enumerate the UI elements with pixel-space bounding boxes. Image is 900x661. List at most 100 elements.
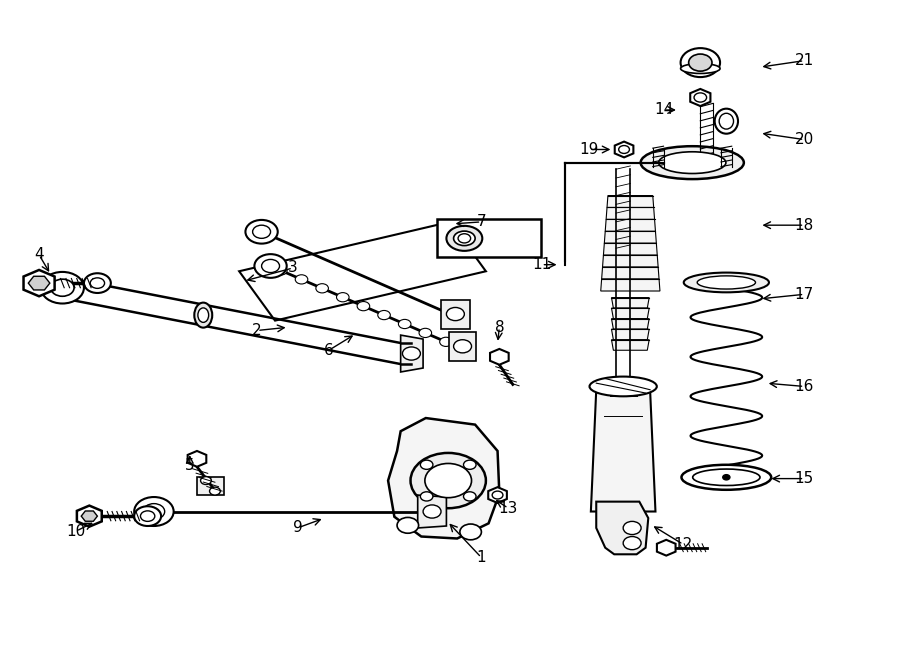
Text: 4: 4 — [34, 247, 44, 262]
Polygon shape — [23, 270, 55, 296]
Ellipse shape — [698, 276, 755, 289]
Text: 14: 14 — [654, 102, 673, 118]
Text: 17: 17 — [795, 287, 814, 302]
Circle shape — [723, 475, 730, 480]
Ellipse shape — [590, 377, 657, 397]
Circle shape — [50, 279, 74, 296]
Text: 12: 12 — [674, 537, 693, 552]
Circle shape — [623, 537, 641, 550]
Circle shape — [399, 319, 411, 329]
Circle shape — [274, 266, 287, 275]
Circle shape — [492, 491, 503, 499]
Circle shape — [143, 504, 165, 520]
Circle shape — [410, 453, 486, 508]
Circle shape — [90, 278, 104, 288]
Ellipse shape — [715, 108, 738, 134]
Circle shape — [460, 524, 482, 540]
Circle shape — [316, 284, 328, 293]
Polygon shape — [611, 297, 649, 308]
Polygon shape — [602, 255, 658, 267]
Circle shape — [464, 492, 476, 501]
Polygon shape — [596, 502, 648, 555]
Polygon shape — [604, 231, 656, 243]
Polygon shape — [690, 89, 710, 106]
Ellipse shape — [454, 231, 475, 246]
Text: 5: 5 — [185, 458, 194, 473]
Polygon shape — [657, 540, 676, 556]
Circle shape — [454, 340, 472, 353]
Circle shape — [40, 272, 84, 303]
Polygon shape — [441, 299, 470, 329]
Polygon shape — [611, 340, 649, 350]
Circle shape — [246, 220, 278, 244]
Ellipse shape — [641, 146, 743, 179]
Polygon shape — [606, 208, 654, 219]
Circle shape — [446, 307, 464, 321]
Circle shape — [397, 518, 418, 533]
Circle shape — [262, 259, 280, 272]
Text: 8: 8 — [494, 320, 504, 334]
Ellipse shape — [681, 465, 771, 490]
Circle shape — [420, 492, 433, 501]
Polygon shape — [188, 451, 206, 467]
Circle shape — [337, 293, 349, 302]
Circle shape — [134, 506, 161, 526]
Circle shape — [419, 329, 432, 338]
Circle shape — [378, 311, 391, 320]
Polygon shape — [605, 219, 655, 231]
Polygon shape — [449, 332, 476, 361]
Circle shape — [623, 522, 641, 535]
Polygon shape — [601, 267, 659, 279]
Ellipse shape — [680, 63, 720, 73]
Polygon shape — [611, 329, 649, 340]
Circle shape — [84, 273, 111, 293]
Ellipse shape — [198, 308, 209, 323]
Polygon shape — [591, 390, 655, 512]
Circle shape — [357, 301, 370, 311]
FancyBboxPatch shape — [437, 219, 541, 257]
Ellipse shape — [659, 152, 726, 174]
Text: 18: 18 — [795, 217, 814, 233]
Text: 19: 19 — [580, 142, 598, 157]
Text: 10: 10 — [67, 524, 86, 539]
Polygon shape — [611, 308, 649, 319]
Text: 15: 15 — [795, 471, 814, 486]
Polygon shape — [490, 349, 508, 365]
Ellipse shape — [446, 226, 482, 251]
Ellipse shape — [719, 113, 733, 129]
Circle shape — [295, 275, 308, 284]
Circle shape — [201, 477, 212, 485]
Polygon shape — [197, 477, 224, 495]
Polygon shape — [76, 506, 102, 527]
Circle shape — [253, 225, 271, 239]
Circle shape — [140, 511, 155, 522]
Text: 1: 1 — [477, 550, 486, 565]
Ellipse shape — [194, 303, 212, 328]
Circle shape — [458, 234, 471, 243]
Circle shape — [210, 487, 220, 495]
Polygon shape — [603, 243, 657, 255]
Circle shape — [402, 347, 420, 360]
Polygon shape — [28, 276, 50, 290]
Circle shape — [255, 254, 287, 278]
Polygon shape — [611, 319, 649, 329]
Circle shape — [440, 337, 452, 346]
Polygon shape — [488, 487, 507, 503]
Text: 21: 21 — [795, 53, 814, 68]
Text: 9: 9 — [292, 520, 302, 535]
Polygon shape — [388, 418, 500, 539]
Ellipse shape — [684, 272, 769, 292]
Circle shape — [680, 48, 720, 77]
Circle shape — [134, 497, 174, 526]
Polygon shape — [81, 511, 97, 522]
Circle shape — [423, 505, 441, 518]
Circle shape — [464, 460, 476, 469]
Text: 7: 7 — [477, 214, 486, 229]
Text: 2: 2 — [252, 323, 262, 338]
Polygon shape — [600, 279, 660, 291]
Polygon shape — [615, 141, 634, 157]
Text: 13: 13 — [499, 501, 518, 516]
Circle shape — [618, 145, 629, 153]
Ellipse shape — [693, 469, 760, 486]
Circle shape — [688, 54, 712, 71]
